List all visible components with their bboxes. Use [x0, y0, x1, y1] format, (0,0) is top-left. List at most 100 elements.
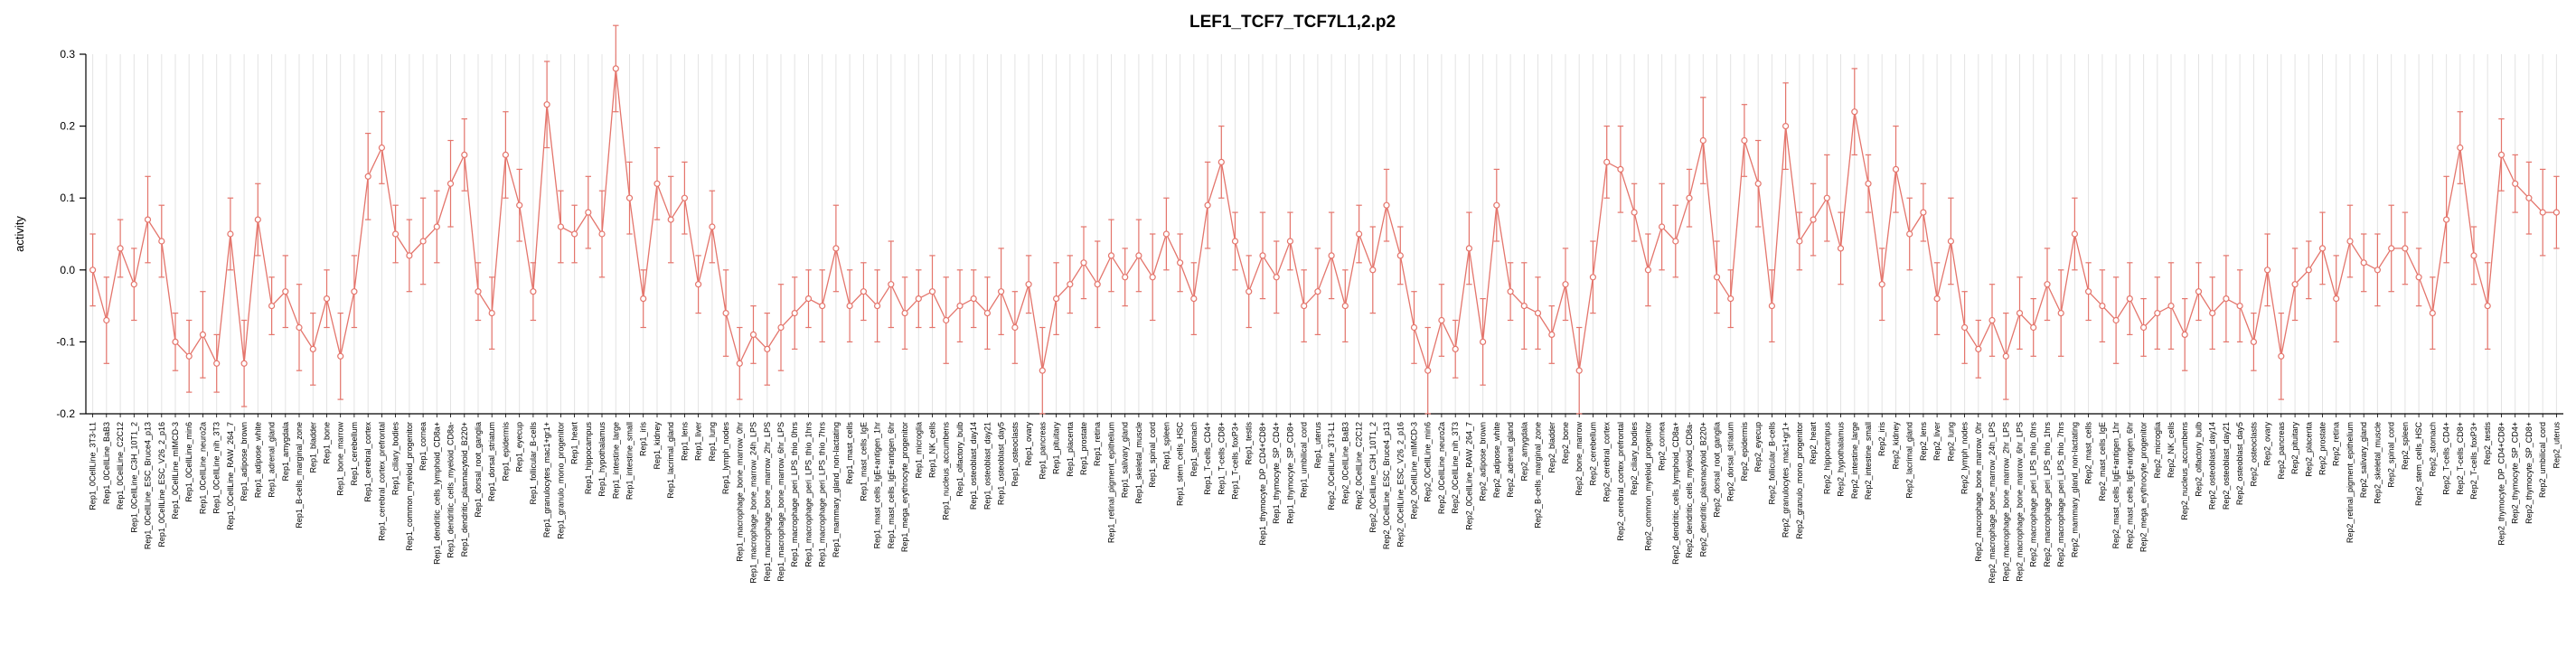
x-tick-label: Rep1_liver	[694, 422, 703, 461]
data-point	[736, 360, 743, 367]
data-point	[543, 101, 550, 108]
data-point	[488, 310, 495, 317]
x-tick-label: Rep2_microglia	[2153, 422, 2162, 479]
x-tick-label: Rep2_0CellLine_ESC_Bruce4_p13	[1382, 422, 1391, 549]
x-tick-label: Rep1_intestine_small	[625, 422, 635, 500]
data-point	[2360, 259, 2367, 267]
data-point	[653, 180, 661, 187]
y-tick-label: 0.2	[60, 120, 75, 133]
x-tick-label: Rep2_dendritic_plasmacytoid_B220+	[1698, 422, 1707, 557]
x-tick-label: Rep1_osteoblast_day14	[969, 422, 978, 510]
data-point	[970, 295, 977, 303]
x-tick-label: Rep2_thymocyte_SP_CD4+	[2511, 422, 2520, 524]
data-point	[1782, 123, 1790, 130]
data-point	[1878, 281, 1885, 288]
x-tick-label: Rep1_lacrimal_gland	[666, 422, 675, 499]
data-point	[1562, 281, 1569, 288]
x-tick-label: Rep2_pituitary	[2290, 422, 2299, 475]
data-point	[268, 303, 276, 310]
x-tick-label: Rep2_skeletal_muscle	[2373, 422, 2382, 504]
x-tick-label: Rep2_hypothalamus	[1837, 422, 1846, 497]
data-point	[625, 194, 634, 201]
x-tick-label: Rep2_lacrimal_gland	[1905, 422, 1914, 499]
x-tick-label: Rep2_amygdala	[1519, 422, 1528, 482]
data-point	[2167, 303, 2175, 310]
x-tick-label: Rep1_0CellLine_min6	[184, 422, 193, 502]
data-point	[419, 238, 427, 245]
x-tick-label: Rep1_osteoblast_day21	[982, 422, 992, 510]
x-tick-label: Rep1_0CellLine_mIMCD-3	[171, 422, 180, 519]
data-point	[722, 310, 729, 317]
data-point	[1355, 230, 1363, 238]
data-point	[1810, 216, 1817, 223]
x-tick-label: Rep2_kidney	[1892, 422, 1901, 470]
data-point	[2140, 323, 2148, 332]
x-tick-label: Rep1_umbilical_cord	[1300, 422, 1309, 498]
data-point	[1741, 136, 1748, 145]
x-tick-label: Rep2_B-cells_marginal_zone	[1534, 422, 1543, 529]
x-tick-label: Rep1_placenta	[1066, 422, 1075, 477]
x-tick-label: Rep1_adipose_brown	[240, 422, 249, 501]
x-tick-label: Rep2_intestine_small	[1864, 422, 1873, 500]
data-point	[2126, 295, 2133, 303]
data-point	[2470, 252, 2477, 259]
x-tick-label: Rep1_lens	[680, 422, 689, 462]
x-tick-label: Rep1_adrenal_gland	[268, 422, 277, 498]
data-point	[1892, 165, 1900, 173]
x-tick-label: Rep2_mast_cells	[2084, 422, 2093, 485]
x-tick-label: Rep1_thymocyte_SP_CD8+	[1285, 422, 1294, 524]
data-point	[2305, 267, 2312, 274]
x-tick-label: Rep1_hypothalamus	[597, 422, 606, 497]
x-tick-label: Rep1_0CellLine_nih_3T3	[212, 422, 221, 514]
data-point	[1452, 345, 1459, 352]
data-point	[1548, 331, 1556, 338]
data-point	[378, 144, 385, 152]
x-tick-label: Rep2_uterus	[2552, 422, 2561, 469]
x-tick-label: Rep2_umbilical_cord	[2538, 422, 2547, 498]
x-tick-label: Rep2_T-cells_CD8+	[2456, 422, 2465, 495]
x-tick-label: Rep2_cerebral_cortex_prefrontal	[1616, 422, 1625, 541]
x-tick-label: Rep2_macrophage_peri_LPS_thio_7hrs	[2056, 422, 2065, 567]
data-point	[1383, 201, 1390, 209]
data-point	[2223, 295, 2230, 303]
chart-title: LEF1_TCF7_TCF7L1,2.p2	[1189, 13, 1396, 32]
data-point	[530, 288, 537, 295]
data-point	[1259, 252, 1266, 259]
x-tick-label: Rep2_ciliary_bodies	[1630, 422, 1639, 496]
data-point	[144, 216, 152, 223]
data-point	[516, 201, 523, 209]
data-point	[2154, 310, 2161, 317]
x-tick-label: Rep2_macrophage_bone_marrow_6hr_LPS	[2016, 422, 2025, 582]
data-point	[103, 316, 110, 324]
data-point	[1920, 209, 1927, 216]
x-tick-label: Rep1_dendritic_cells_myeloid_CD8a-	[447, 422, 456, 558]
data-point	[1039, 367, 1046, 374]
x-tick-label: Rep2_adrenal_gland	[1506, 422, 1515, 498]
data-point	[1851, 108, 1858, 116]
data-point	[1107, 252, 1115, 259]
data-point	[749, 331, 757, 338]
data-point	[2250, 338, 2257, 345]
x-tick-label: Rep1_dendritic_plasmacytoid_B220+	[460, 422, 469, 557]
y-tick-label: -0.2	[56, 407, 75, 420]
data-point	[1190, 295, 1198, 303]
data-point	[709, 223, 716, 230]
data-point	[819, 303, 826, 310]
x-tick-label: Rep2_common_myeloid_progenitor	[1643, 422, 1652, 551]
data-point	[89, 267, 97, 274]
data-point	[158, 238, 165, 245]
data-point	[2318, 245, 2327, 252]
data-point	[943, 316, 950, 324]
data-point	[2002, 352, 2009, 360]
data-point	[1176, 259, 1184, 267]
data-point	[1122, 274, 1129, 281]
data-point	[2016, 310, 2024, 317]
data-point	[1341, 303, 1349, 310]
x-tick-label: Rep2_0CellLine_mIMCD-3	[1410, 422, 1419, 519]
data-point	[2112, 316, 2120, 324]
x-tick-label: Rep2_adipose_white	[1492, 422, 1501, 498]
x-tick-label: Rep1_osteoblast_day5	[997, 422, 1006, 505]
x-tick-label: Rep2_cerebral_cortex	[1603, 422, 1612, 502]
data-point	[130, 281, 137, 288]
data-point	[1135, 252, 1142, 259]
